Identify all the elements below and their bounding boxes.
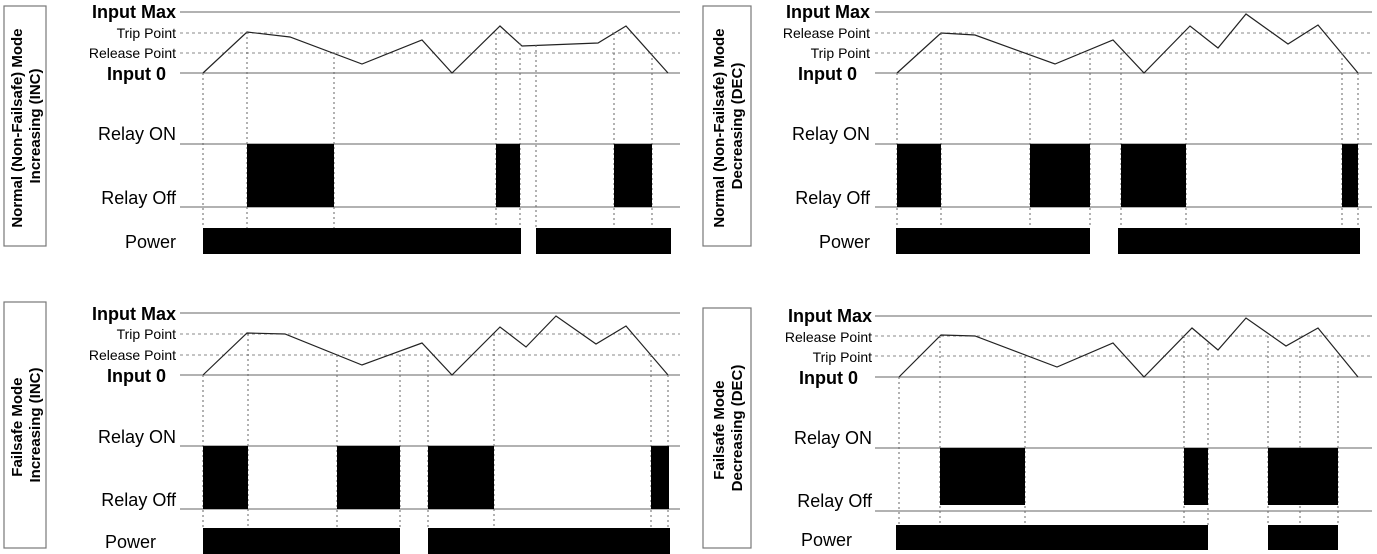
power-label: Power — [801, 530, 852, 550]
relay-on-segment — [940, 448, 1025, 505]
mode-label-box — [3, 5, 47, 247]
relay-off-label: Relay Off — [101, 490, 177, 510]
relay-on-segment — [1268, 448, 1338, 505]
mode-label-line2: Decreasing (DEC) — [729, 365, 746, 492]
panel-failsafe-inc: Failsafe Mode Increasing (INC) Input Max… — [3, 301, 680, 554]
power-on-segment — [896, 525, 1208, 550]
input-signal-waveform — [898, 317, 1359, 378]
power-on-segment — [203, 228, 521, 254]
relay-off-label: Relay Off — [797, 491, 873, 511]
input-zero-label: Input 0 — [107, 366, 166, 386]
mode-label-line2: Increasing (INC) — [27, 68, 44, 183]
power-label: Power — [105, 532, 156, 552]
panel-normal-dec: Normal (Non-Failsafe) Mode Decreasing (D… — [702, 2, 1372, 254]
panel-failsafe-dec: Failsafe Mode Decreasing (DEC) Input Max… — [702, 306, 1372, 550]
relay-on-label: Relay ON — [794, 428, 872, 448]
lower-threshold-label: Trip Point — [813, 349, 873, 365]
input-zero-label: Input 0 — [798, 64, 857, 84]
relay-on-segment — [1342, 144, 1358, 207]
mode-label-line1: Normal (Non-Failsafe) Mode — [9, 28, 26, 227]
power-on-segment — [1118, 228, 1360, 254]
relay-on-segment — [496, 144, 520, 207]
relay-on-segment — [203, 446, 248, 509]
input-zero-label: Input 0 — [799, 368, 858, 388]
upper-threshold-label: Release Point — [783, 25, 870, 41]
relay-on-segment — [1121, 144, 1186, 207]
mode-label: Normal (Non-Failsafe) Mode Increasing (I… — [9, 24, 44, 227]
input-signal-waveform — [896, 13, 1359, 74]
power-on-segment — [203, 528, 400, 554]
mode-label: Failsafe Mode Increasing (INC) — [9, 367, 44, 482]
mode-label-line1: Normal (Non-Failsafe) Mode — [711, 28, 728, 227]
mode-label-line2: Increasing (INC) — [27, 367, 44, 482]
upper-threshold-label: Release Point — [785, 329, 872, 345]
power-on-segment — [428, 528, 670, 554]
power-label: Power — [819, 232, 870, 252]
input-max-label: Input Max — [786, 2, 870, 22]
lower-threshold-label: Release Point — [89, 347, 176, 363]
input-max-label: Input Max — [92, 2, 176, 22]
relay-on-segment — [337, 446, 400, 509]
mode-label-box — [702, 5, 752, 247]
power-on-segment — [1268, 525, 1338, 550]
power-on-segment — [896, 228, 1090, 254]
relay-on-segment — [1184, 448, 1208, 505]
relay-on-segment — [651, 446, 669, 509]
relay-on-label: Relay ON — [98, 124, 176, 144]
power-label: Power — [125, 232, 176, 252]
mode-label-line2: Decreasing (DEC) — [729, 63, 746, 190]
mode-label-box — [3, 301, 47, 549]
upper-threshold-label: Trip Point — [117, 326, 177, 342]
relay-on-segment — [1030, 144, 1090, 207]
relay-on-segment — [428, 446, 494, 509]
relay-on-label: Relay ON — [792, 124, 870, 144]
relay-off-label: Relay Off — [101, 188, 177, 208]
lower-threshold-label: Trip Point — [811, 45, 871, 61]
relay-on-label: Relay ON — [98, 427, 176, 447]
lower-threshold-label: Release Point — [89, 45, 176, 61]
mode-label-line1: Failsafe Mode — [9, 377, 26, 476]
relay-on-segment — [614, 144, 652, 207]
input-signal-waveform — [202, 25, 669, 74]
mode-label-box — [702, 307, 752, 549]
mode-label: Failsafe Mode Decreasing (DEC) — [711, 365, 746, 492]
relay-on-segment — [897, 144, 941, 207]
mode-label: Normal (Non-Failsafe) Mode Decreasing (D… — [711, 24, 746, 227]
mode-label-line1: Failsafe Mode — [711, 380, 728, 479]
input-max-label: Input Max — [92, 304, 176, 324]
power-on-segment — [536, 228, 671, 254]
relay-on-segment — [247, 144, 334, 207]
input-signal-waveform — [202, 315, 669, 376]
input-max-label: Input Max — [788, 306, 872, 326]
panel-normal-inc: Normal (Non-Failsafe) Mode Increasing (I… — [3, 2, 680, 254]
upper-threshold-label: Trip Point — [117, 25, 177, 41]
relay-off-label: Relay Off — [795, 188, 871, 208]
input-zero-label: Input 0 — [107, 64, 166, 84]
